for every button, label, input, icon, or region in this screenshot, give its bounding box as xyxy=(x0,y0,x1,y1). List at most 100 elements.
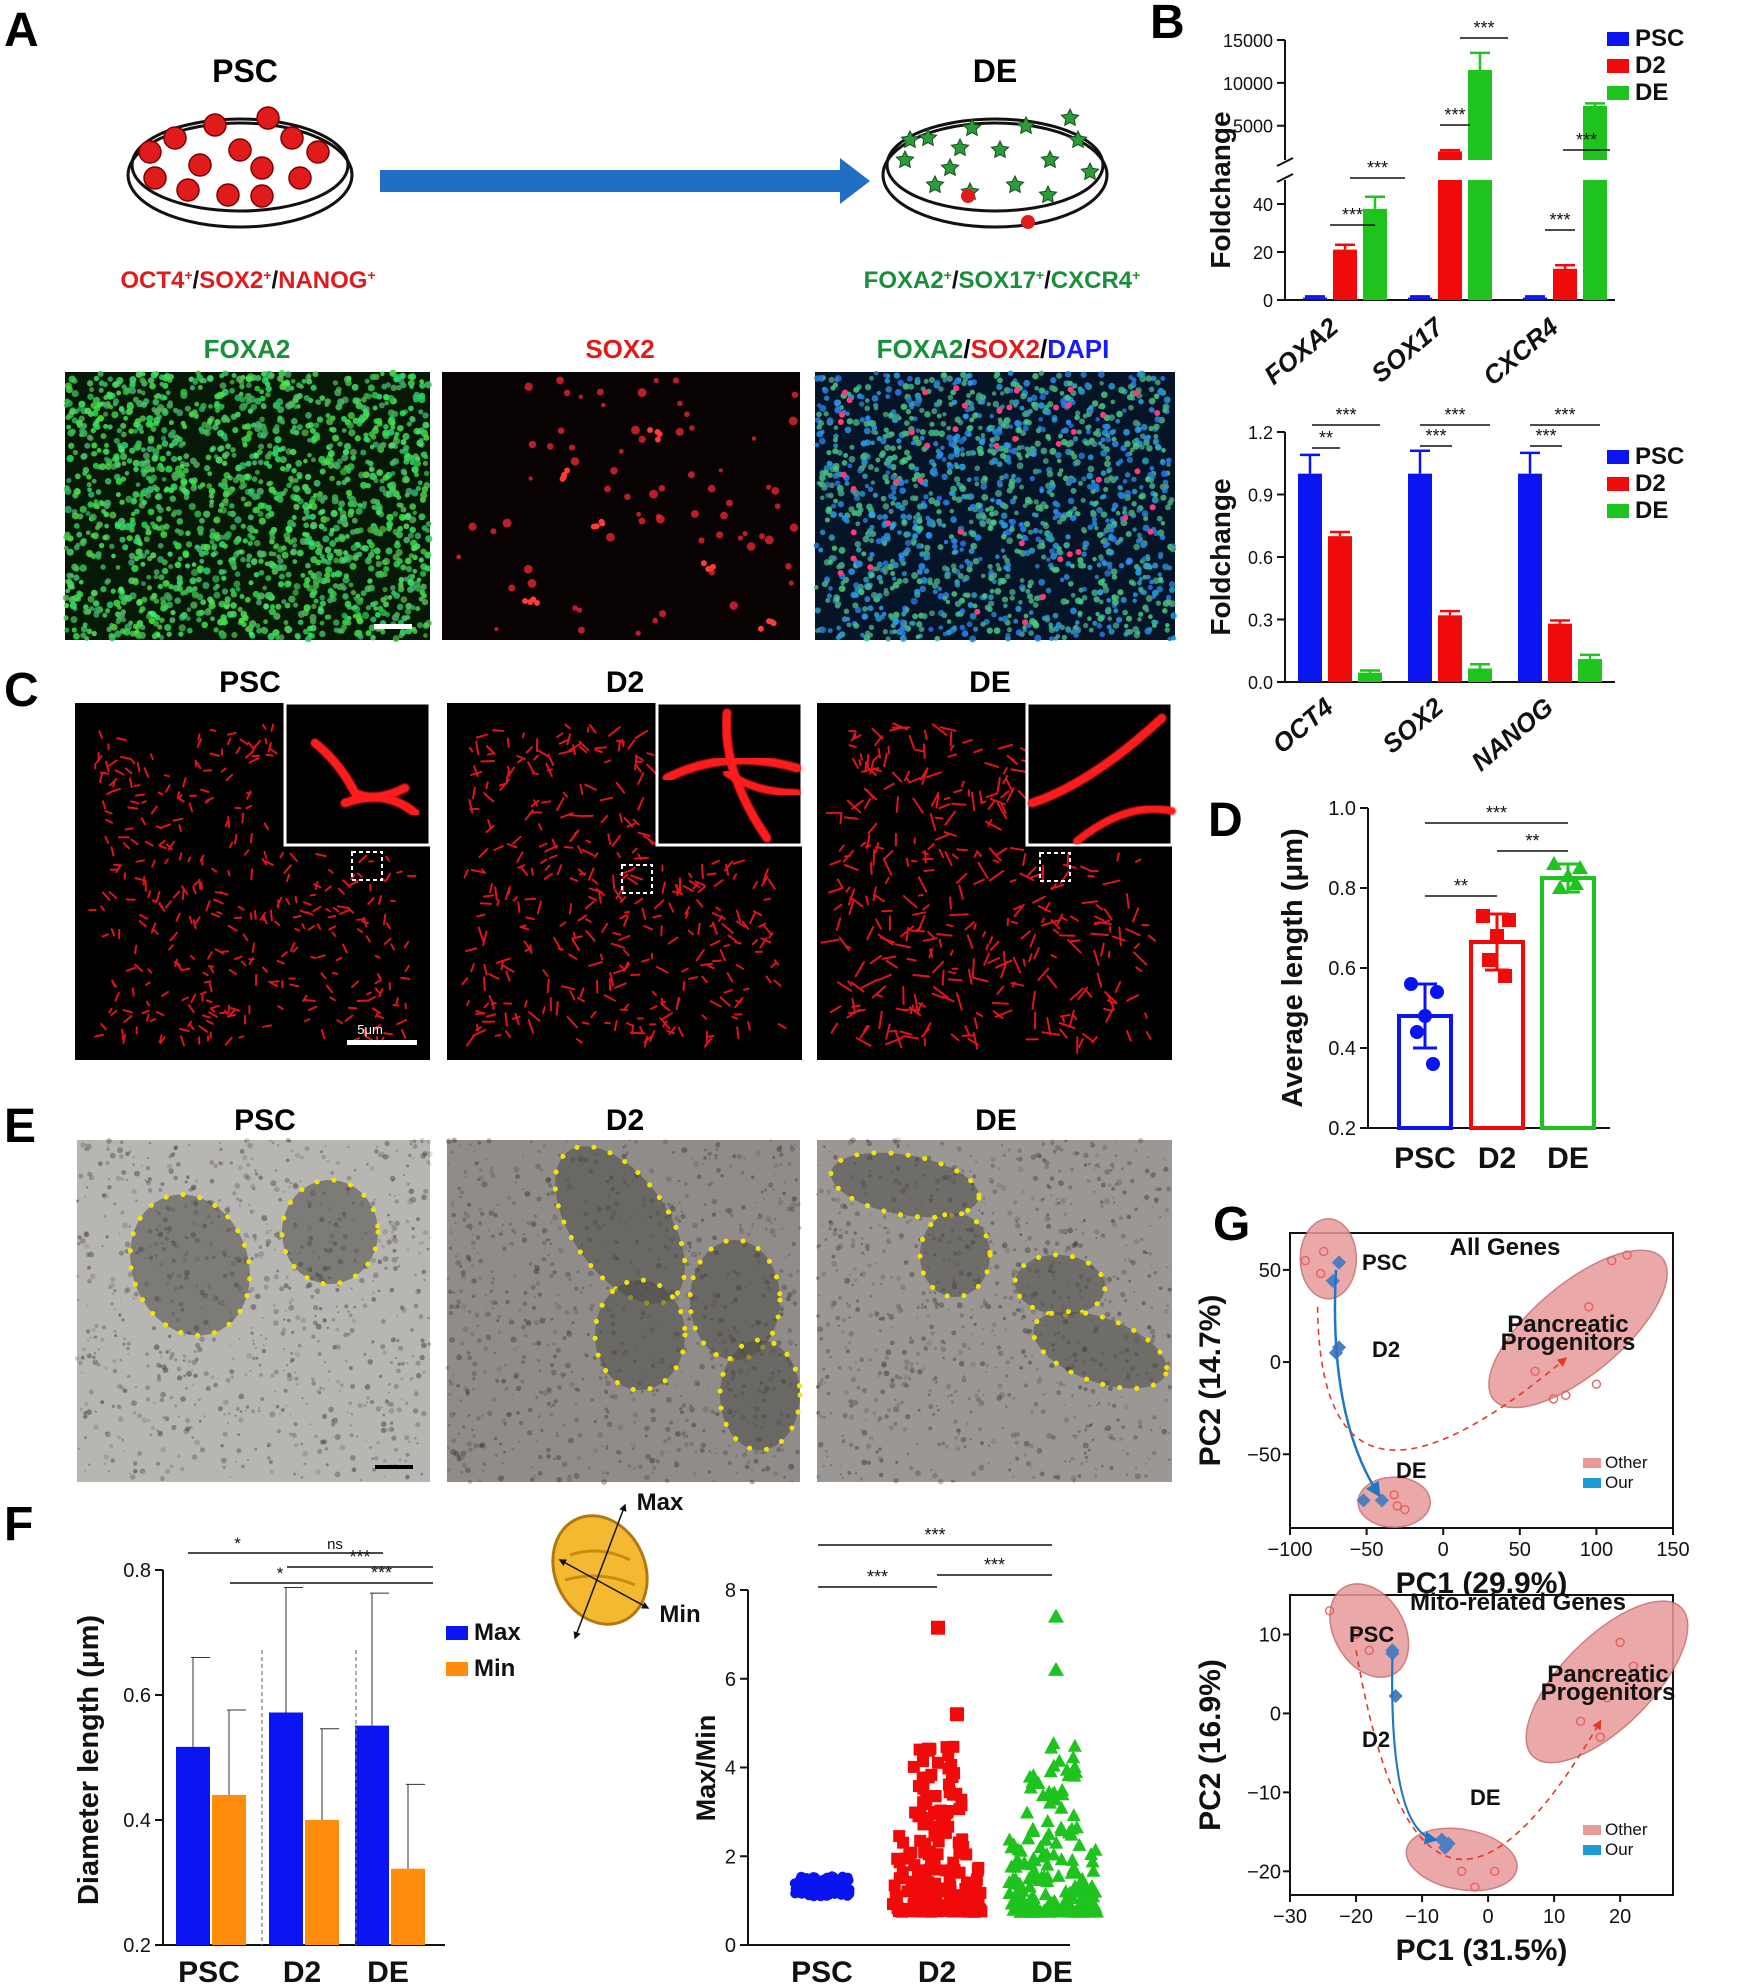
merge-nucleus xyxy=(988,568,994,574)
merge-nucleus xyxy=(991,579,997,585)
tem-granule xyxy=(113,1288,117,1293)
foxa2-nucleus xyxy=(333,548,339,554)
foxa2-nucleus xyxy=(327,597,333,604)
merge-nucleus xyxy=(904,479,909,484)
merge-nucleus xyxy=(1067,497,1075,505)
foxa2-nucleus xyxy=(247,540,253,547)
sox2-nucleus xyxy=(718,468,723,473)
merge-nucleus xyxy=(996,479,1003,486)
foxa2-nucleus xyxy=(135,444,142,451)
foxa2-nucleus xyxy=(314,435,321,441)
foxa2-nucleus xyxy=(345,620,352,626)
merge-nucleus xyxy=(1059,577,1065,583)
foxa2-nucleus xyxy=(344,600,352,608)
foxa2-nucleus xyxy=(196,617,202,623)
panel-letter-a: A xyxy=(4,4,39,57)
mitochondrion xyxy=(875,769,882,773)
foxa2-nucleus xyxy=(162,579,170,588)
foxa2-nucleus xyxy=(277,557,284,565)
foxa2-nucleus xyxy=(258,443,265,450)
merge-nucleus xyxy=(1101,560,1108,567)
merge-nucleus xyxy=(954,600,962,607)
foxa2-nucleus xyxy=(394,431,400,437)
foxa2-nucleus xyxy=(281,599,287,605)
foxa2-nucleus xyxy=(183,494,190,501)
foxa2-nucleus xyxy=(423,633,428,638)
foxa2-nucleus xyxy=(309,513,316,520)
foxa2-nucleus xyxy=(85,530,91,536)
mitochondrion xyxy=(887,745,891,755)
merge-nucleus xyxy=(845,616,851,622)
foxa2-nucleus xyxy=(153,574,159,580)
merge-nucleus xyxy=(1077,480,1084,486)
foxa2-nucleus xyxy=(219,382,227,389)
tem-granule xyxy=(174,1404,178,1408)
merge-nucleus xyxy=(1111,440,1119,448)
tem-granule xyxy=(160,1391,167,1398)
foxa2-nucleus xyxy=(180,420,186,426)
foxa2-nucleus xyxy=(122,544,129,551)
mitochondrion xyxy=(909,929,925,933)
foxa2-nucleus xyxy=(80,625,88,633)
foxa2-nucleus xyxy=(95,417,101,423)
foxa2-nucleus xyxy=(186,607,192,612)
merge-nucleus xyxy=(1040,426,1046,433)
foxa2-nucleus xyxy=(391,614,400,622)
merge-nucleus xyxy=(827,628,833,634)
tem-granule xyxy=(87,1279,92,1284)
tem-granule xyxy=(81,1298,84,1300)
sox2-nucleus xyxy=(556,376,564,385)
merge-nucleus xyxy=(1067,476,1075,484)
tem-granule xyxy=(265,1230,270,1235)
merge-nucleus xyxy=(936,400,942,407)
merge-nucleus xyxy=(915,634,921,640)
merge-nucleus xyxy=(1026,450,1032,455)
merge-nucleus xyxy=(907,375,913,382)
merge-nucleus xyxy=(937,521,943,527)
merge-nucleus xyxy=(927,580,933,586)
foxa2-nucleus xyxy=(255,599,262,606)
foxa2-nucleus xyxy=(231,452,237,458)
foxa2-nucleus xyxy=(297,610,305,618)
foxa2-nucleus xyxy=(102,534,108,541)
mitochondrion xyxy=(706,872,717,876)
foxa2-nucleus xyxy=(176,578,184,586)
tem-granule xyxy=(418,1242,422,1246)
foxa2-nucleus xyxy=(197,568,203,574)
tem-granule xyxy=(418,1314,424,1319)
tem-granule xyxy=(254,1169,257,1172)
merge-nucleus xyxy=(902,383,910,390)
merge-nucleus xyxy=(1137,532,1142,538)
merge-nucleus xyxy=(911,572,919,579)
foxa2-nucleus xyxy=(239,396,246,403)
merge-nucleus xyxy=(1088,404,1094,410)
tem-granule xyxy=(107,1469,110,1473)
mitochondrion xyxy=(634,755,638,771)
tem-granule xyxy=(380,1344,386,1350)
merge-nucleus xyxy=(864,405,870,412)
merge-nucleus xyxy=(991,457,999,465)
merge-nucleus xyxy=(961,380,967,387)
tem-granule xyxy=(180,1396,186,1402)
foxa2-nucleus xyxy=(230,602,237,609)
foxa2-nucleus xyxy=(160,600,167,607)
tem-granule xyxy=(396,1407,402,1413)
merge-nucleus xyxy=(959,608,966,614)
confocal-inset xyxy=(283,701,432,847)
tem-granule xyxy=(265,1243,270,1247)
foxa2-nucleus xyxy=(219,373,225,379)
merge-nucleus xyxy=(1077,557,1084,564)
merge-nucleus xyxy=(1043,521,1049,527)
tem-granule xyxy=(326,1326,329,1330)
foxa2-nucleus xyxy=(313,479,321,487)
foxa2-nucleus xyxy=(389,481,397,489)
merge-nucleus xyxy=(1000,548,1006,553)
tem-granule xyxy=(293,1422,298,1427)
confocal-scale-label: 5μm xyxy=(357,1022,383,1037)
sox2-nucleus xyxy=(672,377,680,384)
merge-nucleus xyxy=(1101,494,1107,499)
foxa2-nucleus xyxy=(310,384,317,391)
sox2-nucleus xyxy=(770,620,777,627)
foxa2-nucleus xyxy=(196,525,204,533)
mitochondrion xyxy=(203,769,213,772)
